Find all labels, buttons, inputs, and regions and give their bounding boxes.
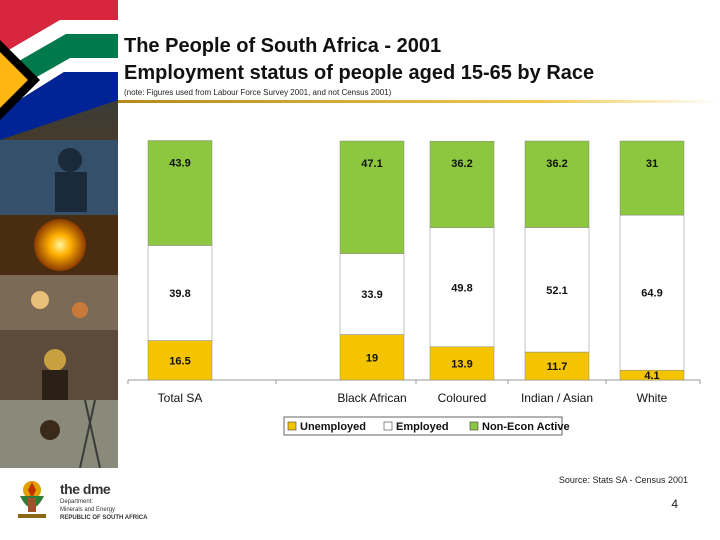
x-tick-label: Coloured [438,391,487,405]
bar-segment-non-econ-active [524,140,590,228]
legend-swatch [287,421,297,431]
data-label: 49.8 [451,282,472,294]
data-label: 36.2 [546,158,567,170]
data-label: 52.1 [546,285,567,297]
data-label: 19 [366,352,378,364]
x-tick-label: White [637,391,668,405]
chart-title-line-2: Employment status of people aged 15-65 b… [124,62,595,84]
x-tick-label: Indian / Asian [521,391,593,405]
data-label: 16.5 [169,355,190,367]
stacked-bar-chart: 16.5 39.8 43.9 Total SA 19 33.9 47.1 Black Afri… [127,140,701,436]
data-note: (note: Figures used from Labour Force Su… [124,88,392,97]
coat-of-arms-icon [18,481,46,518]
bar-segment-employed [619,214,685,371]
bar-segment-non-econ-active [619,140,685,216]
legend-label: Employed [396,421,449,433]
title-underline [118,100,720,103]
data-label: 39.8 [169,288,190,300]
data-label: 13.9 [451,358,472,370]
legend-swatch [469,421,479,431]
data-label: 33.9 [361,289,382,301]
legend-swatch [383,421,393,431]
logo-subtitle: Department: Minerals and Energy REPUBLIC… [60,498,147,522]
bar-segment-employed [524,227,590,353]
bar-segment-unemployed [429,346,495,381]
data-label: 64.9 [641,288,662,300]
x-tick-label: Total SA [158,391,203,405]
bar-segment-unemployed [339,334,405,381]
data-label: 47.1 [361,158,382,170]
logo-subtitle-line: Department: [60,499,94,505]
data-label: 4.1 [644,370,659,382]
bar-segment-non-econ-active [147,140,213,246]
bar-segment-employed [339,253,405,335]
data-label: 31 [646,158,658,170]
photo-collage [0,0,118,468]
logo-name: the dme [60,481,111,497]
x-tick-label: Black African [337,391,406,405]
legend-label: Non-Econ Active [482,421,570,433]
bar-segment-employed [429,227,495,348]
page-number: 4 [671,497,678,511]
chart-title-line-1: The People of South Africa - 2001 [124,35,442,57]
bar-segment-non-econ-active [429,140,495,229]
source-note: Source: Stats SA - Census 2001 [558,475,688,485]
legend-box [283,416,563,436]
bar-segment-unemployed [524,351,590,381]
bar-segment-employed [147,245,213,341]
data-label: 36.2 [451,158,472,170]
logo-subtitle-line: REPUBLIC OF SOUTH AFRICA [60,515,148,521]
data-label: 43.9 [169,158,190,170]
bar-segment-non-econ-active [339,140,405,254]
bar-segment-unemployed [147,340,213,381]
legend-label: Unemployed [300,421,366,433]
data-label: 11.7 [547,361,568,373]
logo-subtitle-line: Minerals and Energy [60,507,116,513]
